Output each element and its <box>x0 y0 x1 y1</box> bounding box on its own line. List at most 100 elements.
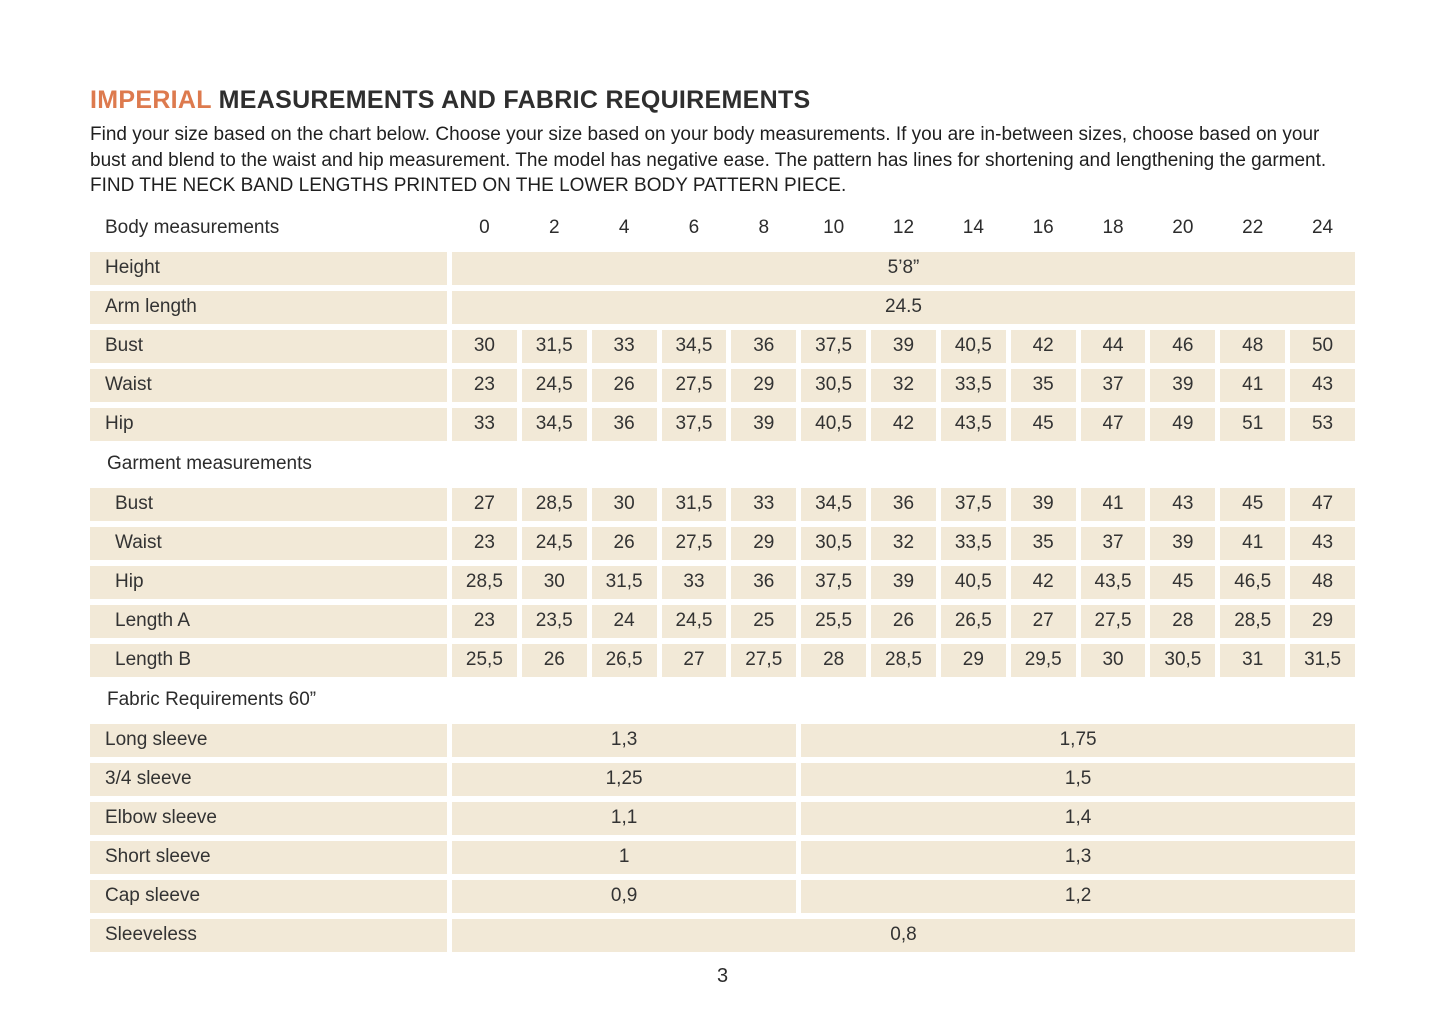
value-cell: 53 <box>1290 407 1355 441</box>
value-cell: 30 <box>452 329 517 363</box>
value-cell: 23 <box>452 604 517 638</box>
value-cell: 39 <box>871 329 936 363</box>
value-cell: 29 <box>731 526 797 560</box>
value-cell: 25,5 <box>801 604 867 638</box>
value-cell: 37,5 <box>661 407 727 441</box>
value-cell: 28,5 <box>871 643 936 677</box>
value-cell: 27,5 <box>661 526 727 560</box>
value-cell: 28,5 <box>521 487 587 521</box>
body-rows: Height 5’8” Arm length 24.5 Bust 30 31,5 33 34,5… <box>90 251 1355 441</box>
value-cell-left-span: 1 <box>452 840 797 874</box>
size-header-cell: 6 <box>688 216 700 238</box>
size-header-cell: 18 <box>1102 216 1124 238</box>
table-row: Bust 30 31,5 33 34,5 36 37,5 39 40,5 42 44 46 48 50 <box>90 329 1355 363</box>
value-cell: 43 <box>1150 487 1216 521</box>
value-cell: 46 <box>1150 329 1216 363</box>
table-row: Bust 27 28,5 30 31,5 33 34,5 36 37,5 39 41 43 45 47 <box>90 487 1355 521</box>
value-cell: 41 <box>1220 368 1286 402</box>
size-header-cell: 8 <box>758 216 770 238</box>
value-cell: 47 <box>1290 487 1355 521</box>
row-label: Elbow sleeve <box>90 801 447 835</box>
value-cell: 43,5 <box>940 407 1006 441</box>
value-cell: 33 <box>731 487 797 521</box>
value-cell-right-span: 1,2 <box>801 879 1355 913</box>
value-cell: 50 <box>1290 329 1355 363</box>
value-cell: 47 <box>1080 407 1146 441</box>
value-cell: 35 <box>1010 368 1076 402</box>
value-cell: 33 <box>661 565 727 599</box>
row-label: Height <box>90 251 447 285</box>
value-cell-full-span: 0,8 <box>452 918 1355 952</box>
value-cell: 26,5 <box>591 643 657 677</box>
row-label: Long sleeve <box>90 723 447 757</box>
value-cell: 24,5 <box>521 526 587 560</box>
size-header-cell: 2 <box>548 216 560 238</box>
size-header-cell: 0 <box>479 216 490 238</box>
value-cell: 34,5 <box>801 487 867 521</box>
value-cell: 27,5 <box>661 368 727 402</box>
value-cell: 46,5 <box>1220 565 1286 599</box>
fabric-rows: Long sleeve 1,3 1,75 3/4 sleeve 1,25 1,5 Elbow… <box>90 723 1355 952</box>
value-cell: 37 <box>1080 368 1146 402</box>
value-cell: 23 <box>452 368 517 402</box>
table-row: Sleeveless 0,8 <box>90 918 1355 952</box>
size-header-cell: 4 <box>618 216 630 238</box>
size-header-cell: 22 <box>1242 216 1264 238</box>
value-cell: 23,5 <box>521 604 587 638</box>
value-cell: 29 <box>1290 604 1355 638</box>
value-cell: 30,5 <box>1150 643 1216 677</box>
value-cell: 33 <box>591 329 657 363</box>
value-cell: 39 <box>871 565 936 599</box>
table-row: Waist 23 24,5 26 27,5 29 30,5 32 33,5 35 37 39 41 43 <box>90 368 1355 402</box>
value-cell: 49 <box>1150 407 1216 441</box>
value-cell: 29 <box>940 643 1006 677</box>
value-cell-full-span: 5’8” <box>452 251 1355 285</box>
value-cell: 34,5 <box>521 407 587 441</box>
fabric-requirements-header: Fabric Requirements 60” <box>107 688 317 710</box>
table-row: Short sleeve 1 1,3 <box>90 840 1355 874</box>
value-cell: 36 <box>731 565 797 599</box>
value-cell-full-span: 24.5 <box>452 290 1355 324</box>
value-cell: 42 <box>1010 329 1076 363</box>
row-label: Waist <box>90 368 447 402</box>
size-chart: Body measurements 0 2 4 6 8 10 12 14 16 18 20 22 24 … <box>90 213 1355 952</box>
value-cell: 44 <box>1080 329 1146 363</box>
row-label: Bust <box>90 329 447 363</box>
value-cell: 36 <box>591 407 657 441</box>
value-cell: 37,5 <box>940 487 1006 521</box>
table-row: Length B 25,5 26 26,5 27 27,5 28 28,5 29 29,5 30 30… <box>90 643 1355 677</box>
value-cell: 40,5 <box>940 565 1006 599</box>
value-cell: 40,5 <box>940 329 1006 363</box>
value-cell: 39 <box>731 407 797 441</box>
size-header-cell: 10 <box>823 216 845 238</box>
table-row: Waist 23 24,5 26 27,5 29 30,5 32 33,5 35 37 39 41 43 <box>90 526 1355 560</box>
row-label: 3/4 sleeve <box>90 762 447 796</box>
size-header-cell: 16 <box>1032 216 1054 238</box>
value-cell-right-span: 1,5 <box>801 762 1355 796</box>
value-cell: 42 <box>871 407 936 441</box>
page-title: IMPERIAL MEASUREMENTS AND FABRIC REQUIRE… <box>90 86 1355 115</box>
value-cell: 31,5 <box>1290 643 1355 677</box>
row-label: Length A <box>90 604 447 638</box>
value-cell: 43 <box>1290 368 1355 402</box>
value-cell: 27,5 <box>1080 604 1146 638</box>
value-cell: 41 <box>1080 487 1146 521</box>
value-cell: 41 <box>1220 526 1286 560</box>
row-label: Sleeveless <box>90 918 447 952</box>
value-cell: 31,5 <box>521 329 587 363</box>
table-row: Long sleeve 1,3 1,75 <box>90 723 1355 757</box>
value-cell: 43,5 <box>1080 565 1146 599</box>
value-cell-left-span: 1,1 <box>452 801 797 835</box>
value-cell: 33,5 <box>940 368 1006 402</box>
value-cell: 24,5 <box>521 368 587 402</box>
value-cell: 35 <box>1010 526 1076 560</box>
value-cell: 26 <box>591 526 657 560</box>
row-label: Waist <box>90 526 447 560</box>
value-cell: 30,5 <box>801 368 867 402</box>
row-label: Cap sleeve <box>90 879 447 913</box>
value-cell: 37 <box>1080 526 1146 560</box>
table-row: 3/4 sleeve 1,25 1,5 <box>90 762 1355 796</box>
row-label: Hip <box>90 407 447 441</box>
value-cell: 32 <box>871 368 936 402</box>
value-cell: 28,5 <box>1220 604 1286 638</box>
